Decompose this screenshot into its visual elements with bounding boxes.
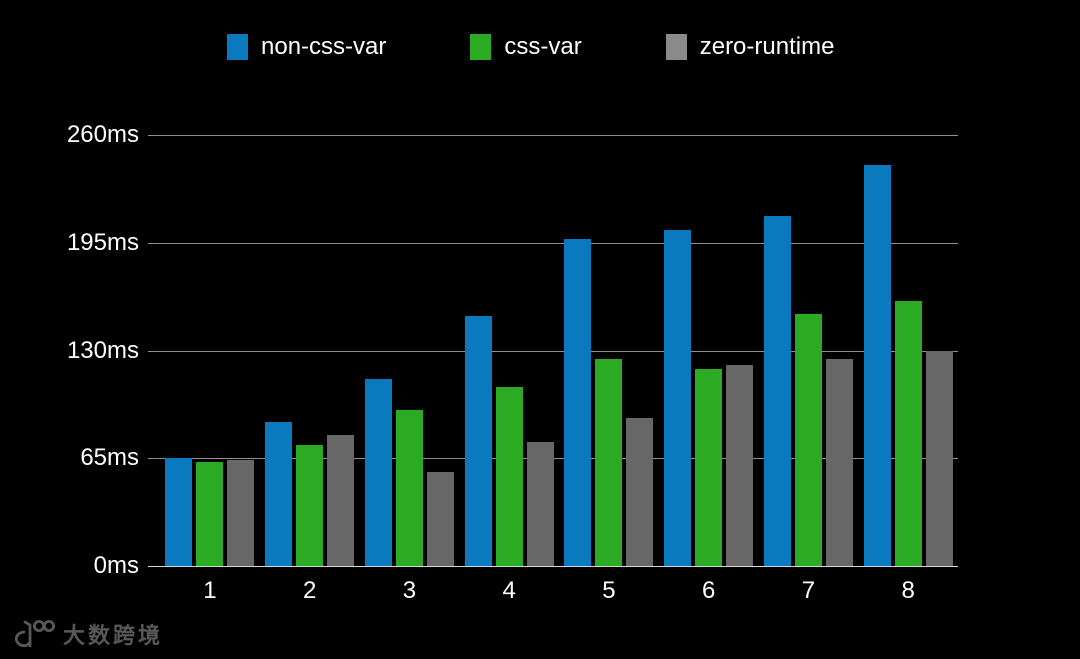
x-tick-label-5: 5 [602,577,616,604]
bar-zero-runtime-8 [925,350,953,566]
gridline-260ms [148,135,958,136]
bar-zero-runtime-7 [825,358,853,566]
watermark: 大数跨境 [12,617,163,650]
legend-item-non-css-var: non-css-var [227,34,386,60]
legend-label: non-css-var [261,33,387,60]
bar-group-1 [160,135,260,566]
bar-non-css-var-2 [265,421,293,566]
bar-non-css-var-1 [165,458,193,566]
bar-css-var-3 [395,410,423,566]
legend-swatch-green [470,34,492,60]
bar-zero-runtime-2 [327,435,355,566]
x-tick-label-8: 8 [901,577,915,604]
legend-label: zero-runtime [699,33,835,60]
bar-zero-runtime-4 [526,441,554,566]
bar-css-var-2 [296,445,324,566]
bar-groups [160,135,958,566]
bar-group-4 [459,135,559,566]
bar-group-2 [260,135,360,566]
y-tick-label: 130ms [66,336,139,364]
chart-legend: non-css-var css-var zero-runtime [227,34,834,60]
bar-group-6 [659,135,759,566]
x-tick-label-3: 3 [402,577,417,604]
bar-zero-runtime-3 [426,471,454,566]
bar-zero-runtime-1 [227,459,255,566]
bar-non-css-var-7 [763,216,791,566]
x-tick-label-1: 1 [203,577,217,604]
bar-css-var-6 [695,368,723,566]
x-tick-label-6: 6 [701,577,716,604]
y-tick-label: 195ms [66,228,139,256]
bar-zero-runtime-5 [626,418,654,566]
bar-css-var-8 [894,300,922,566]
bar-group-7 [759,135,859,566]
bar-group-3 [360,135,460,566]
bar-zero-runtime-6 [726,365,754,566]
gridline-195ms [148,242,958,244]
legend-item-css-var: css-var [470,33,582,60]
x-tick-label-2: 2 [302,577,317,604]
y-tick-label: 65ms [80,444,139,472]
legend-swatch-gray [665,34,687,60]
legend-swatch-blue [227,34,248,60]
bar-non-css-var-5 [564,239,592,566]
bar-css-var-5 [595,358,623,566]
bar-css-var-4 [495,386,523,566]
bar-css-var-1 [196,461,224,566]
watermark-text: 大数跨境 [63,622,164,648]
x-tick-label-4: 4 [502,577,516,604]
bar-non-css-var-8 [863,164,891,566]
bar-non-css-var-4 [464,315,492,566]
bar-group-5 [559,135,659,566]
k100-logo-icon [14,620,56,648]
legend-label: css-var [504,33,582,60]
y-tick-label: 0ms [93,552,139,579]
y-tick-label: 260ms [66,121,139,148]
bar-css-var-7 [794,314,822,566]
bar-non-css-var-6 [664,229,692,566]
bar-group-8 [858,135,958,566]
bar-non-css-var-3 [364,378,392,566]
plot-area: 260ms 195ms 130ms 65ms 0ms [67,121,958,579]
gridline-130ms [148,350,958,352]
x-axis-labels: 1 2 3 4 5 6 7 8 [160,578,958,604]
legend-item-zero-runtime: zero-runtime [665,33,835,60]
x-tick-label-7: 7 [801,577,816,604]
x-axis-line [148,566,958,567]
